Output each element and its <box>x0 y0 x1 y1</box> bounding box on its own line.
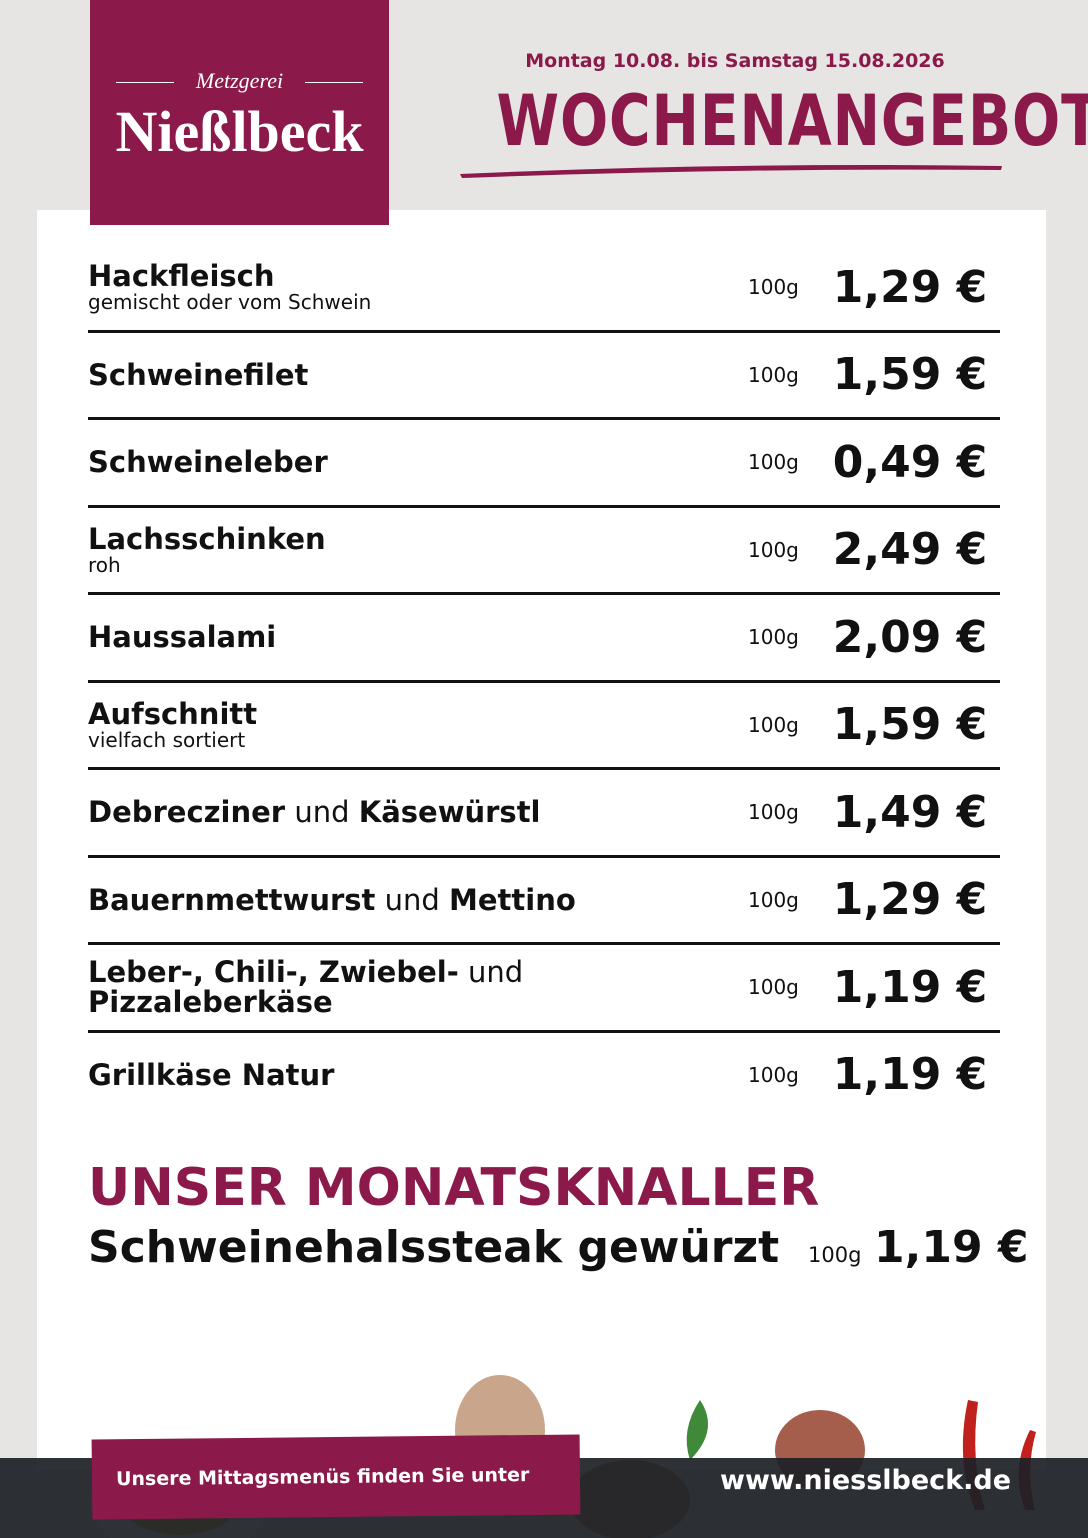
item-row: Grillkäse Natur 100g 1,19 € <box>88 1033 1000 1118</box>
item-title: Lachsschinken <box>88 524 728 554</box>
title-underline <box>460 165 1002 178</box>
name-part: Lachsschinken <box>88 521 326 556</box>
logo-name: Nießlbeck <box>115 99 364 164</box>
item-title: Aufschnitt <box>88 699 728 729</box>
item-title: Haussalami <box>88 622 728 652</box>
footer-banner: Unsere Mittagsmenüs finden Sie unter <box>91 1434 581 1520</box>
item-unit: 100g <box>748 450 799 475</box>
special-price: 1,19 € <box>874 1222 1029 1273</box>
item-price: 1,29 € <box>832 261 988 313</box>
item-subtitle: gemischt oder vom Schwein <box>88 290 372 315</box>
logo-top: Metzgerei <box>90 68 389 94</box>
item-unit: 100g <box>748 537 799 562</box>
footer-url[interactable]: www.niesslbeck.de <box>720 1465 1012 1496</box>
item-title: Schweineleber <box>88 447 728 477</box>
item-name: Lachsschinken roh <box>88 524 728 576</box>
item-price: 1,59 € <box>832 699 988 751</box>
item-unit: 100g <box>748 712 799 737</box>
special-unit: 100g <box>808 1243 862 1267</box>
item-title: Bauernmettwurst und Mettino <box>88 885 728 915</box>
item-unit: 100g <box>748 887 799 912</box>
item-title: Grillkäse Natur <box>88 1060 728 1090</box>
name-part: Aufschnitt <box>88 696 258 731</box>
name-part: Debrecziner <box>88 795 286 830</box>
item-unit: 100g <box>748 975 799 1000</box>
name-part: Haussalami <box>88 620 277 655</box>
item-name: Debrecziner und Käsewürstl <box>88 797 728 827</box>
name-part: und <box>467 955 524 990</box>
item-price: 1,19 € <box>832 961 988 1013</box>
item-row: Debrecziner und Käsewürstl 100g 1,49 € <box>88 770 1000 858</box>
name-part: Mettino <box>449 882 576 917</box>
item-unit: 100g <box>748 1062 799 1087</box>
content-panel <box>37 210 1046 1470</box>
name-part: Schweineleber <box>88 445 328 480</box>
name-part: Hackfleisch <box>88 259 275 294</box>
item-unit: 100g <box>748 625 799 650</box>
name-part: Leber-, Chili-, Zwiebel- <box>88 955 459 990</box>
item-subtitle: roh <box>88 552 121 577</box>
item-price: 2,49 € <box>832 524 988 576</box>
item-name: Grillkäse Natur <box>88 1060 728 1090</box>
name-part: Bauernmettwurst <box>88 882 376 917</box>
item-name: Leber-, Chili-, Zwiebel- und Pizzaleberk… <box>88 957 728 1017</box>
title: WOCHENANGEBOT <box>496 80 1088 162</box>
date-range: Montag 10.08. bis Samstag 15.08.2026 <box>525 50 945 72</box>
name-part: Pizzaleberkäse <box>88 985 333 1020</box>
name-part: Käsewürstl <box>358 795 541 830</box>
item-name: Bauernmettwurst und Mettino <box>88 885 728 915</box>
item-unit: 100g <box>748 275 799 300</box>
name-part: und <box>294 795 350 830</box>
item-row: Leber-, Chili-, Zwiebel- und Pizzaleberk… <box>88 945 1000 1033</box>
name-part: und <box>384 882 440 917</box>
item-unit: 100g <box>748 362 799 387</box>
item-row: Hackfleisch gemischt oder vom Schwein 100g… <box>88 245 1000 333</box>
item-price: 2,09 € <box>832 611 988 663</box>
item-name: Hackfleisch gemischt oder vom Schwein <box>88 261 728 313</box>
name-part: Schweinefilet <box>88 357 309 392</box>
item-row: Schweineleber 100g 0,49 € <box>88 420 1000 508</box>
special-heading: UNSER MONATSKNALLER <box>88 1158 820 1218</box>
item-title: Leber-, Chili-, Zwiebel- und Pizzaleberk… <box>88 957 728 1017</box>
item-row: Bauernmettwurst und Mettino 100g 1,29 € <box>88 858 1000 945</box>
item-title: Schweinefilet <box>88 360 728 390</box>
item-price: 1,59 € <box>832 349 988 401</box>
item-name: Haussalami <box>88 622 728 652</box>
item-row: Haussalami 100g 2,09 € <box>88 595 1000 683</box>
item-title: Hackfleisch <box>88 261 728 291</box>
special-product: Schweinehalssteak gewürzt <box>88 1222 780 1273</box>
item-price: 1,49 € <box>832 786 988 838</box>
item-name: Schweineleber <box>88 447 728 477</box>
price-list: Hackfleisch gemischt oder vom Schwein 100g… <box>88 245 1000 1117</box>
item-name: Aufschnitt vielfach sortiert <box>88 699 728 751</box>
item-unit: 100g <box>748 800 799 825</box>
logo: Metzgerei Nießlbeck <box>90 0 389 225</box>
item-price: 1,29 € <box>832 874 988 926</box>
item-subtitle: vielfach sortiert <box>88 727 246 752</box>
item-price: 1,19 € <box>832 1049 988 1101</box>
item-name: Schweinefilet <box>88 360 728 390</box>
item-title: Debrecziner und Käsewürstl <box>88 797 728 827</box>
item-row: Lachsschinken roh 100g 2,49 € <box>88 508 1000 595</box>
item-row: Schweinefilet 100g 1,59 € <box>88 333 1000 420</box>
name-part: Grillkäse Natur <box>88 1057 335 1092</box>
item-row: Aufschnitt vielfach sortiert 100g 1,59 € <box>88 683 1000 770</box>
item-price: 0,49 € <box>832 436 988 488</box>
